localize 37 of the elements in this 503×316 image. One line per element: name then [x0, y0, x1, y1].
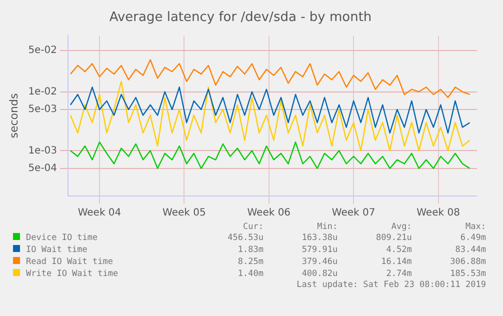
text: 163.38u	[300, 232, 339, 244]
x-tick-label: Week 05	[162, 208, 206, 219]
x-tick-label: Week 06	[247, 208, 291, 219]
text: 579.91u	[300, 244, 339, 256]
text: 83.44m	[454, 244, 487, 256]
x-tick-label: Week 08	[416, 208, 460, 219]
chart-title: Average latency for /dev/sda - by month	[109, 10, 372, 26]
text: 185.53m	[449, 268, 487, 280]
text: 400.82u	[300, 268, 339, 280]
legend-label: Device IO time	[26, 233, 98, 243]
legend-label: Read IO Wait time	[26, 257, 113, 267]
text: 8.25m	[236, 256, 264, 268]
x-tick-label: Week 04	[78, 208, 122, 219]
text: 1.83m	[236, 244, 264, 256]
y-tick-label: 1e-02	[28, 86, 58, 98]
text: Max:	[464, 222, 487, 232]
y-tick-label: 5e-03	[28, 104, 58, 116]
text: 456.53u	[226, 232, 264, 244]
text: 809.21u	[374, 232, 413, 244]
text: Cur:	[242, 222, 264, 232]
x-tick-label: Week 07	[332, 208, 376, 219]
legend-label: Write IO Wait time	[26, 269, 118, 279]
y-axis-title: seconds	[7, 93, 20, 138]
text: 16.14m	[380, 256, 413, 268]
y-tick-label: 5e-04	[28, 163, 58, 174]
legend-label: IO Wait time	[26, 245, 88, 255]
y-tick-label: 1e-03	[28, 145, 58, 156]
text: Min:	[316, 222, 339, 232]
text: 379.46u	[300, 256, 339, 268]
text: 4.52m	[385, 244, 413, 256]
text: 306.88m	[449, 256, 487, 268]
text: Avg:	[390, 222, 413, 232]
text: 1.40m	[236, 268, 264, 280]
text: 6.49m	[459, 232, 487, 244]
text: 2.74m	[385, 268, 413, 280]
text: Last update: Sat Feb 23 08:00:11 2019	[296, 280, 487, 290]
y-tick-label: 5e-02	[28, 45, 58, 56]
